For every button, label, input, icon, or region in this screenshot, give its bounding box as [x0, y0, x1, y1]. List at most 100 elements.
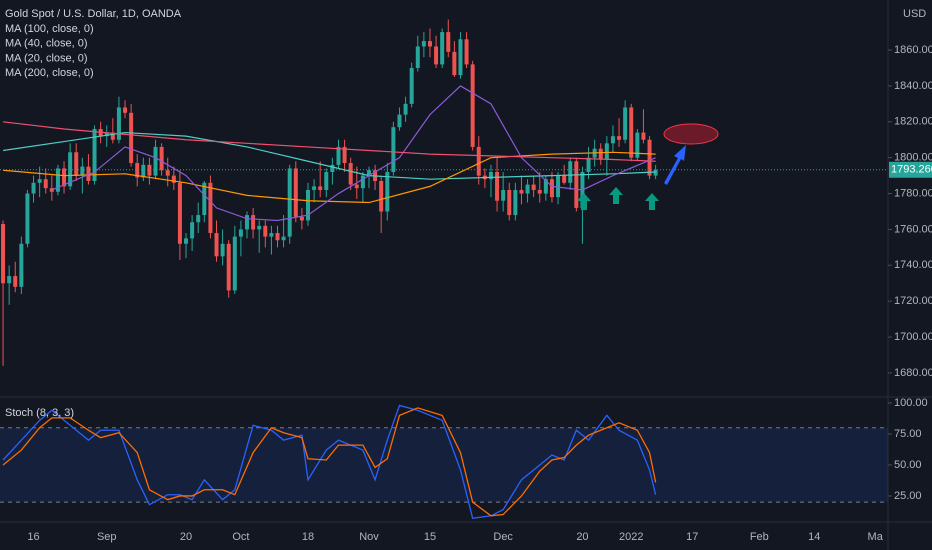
- x-tick-label: 16: [27, 531, 39, 543]
- candle-body: [409, 67, 414, 104]
- candle-body: [19, 243, 24, 287]
- candle-body: [312, 186, 317, 190]
- candle-body: [446, 32, 451, 52]
- candle-body: [610, 136, 615, 144]
- x-tick-label: 20: [180, 531, 192, 543]
- candle-body: [92, 128, 97, 181]
- candle-body: [360, 175, 365, 189]
- candle-body: [275, 233, 280, 241]
- chart-title: Gold Spot / U.S. Dollar, 1D, OANDA: [5, 8, 182, 20]
- y-tick-label: 1700.000: [894, 331, 932, 343]
- candle-body: [549, 179, 554, 198]
- up-arrow: [645, 193, 659, 210]
- up-arrow: [577, 193, 591, 210]
- candle-body: [74, 152, 79, 176]
- candle-body: [336, 146, 341, 165]
- candle-body: [470, 64, 475, 147]
- candle-body: [129, 112, 134, 164]
- candle-body: [427, 41, 432, 47]
- candle-body: [287, 168, 292, 237]
- candle-body: [80, 166, 85, 176]
- x-tick-label: 14: [808, 531, 820, 543]
- y-tick-label: 1780.000: [894, 187, 932, 199]
- y-tick-label: 75.00: [894, 428, 922, 440]
- candle-body: [507, 189, 512, 216]
- x-tick-label: Nov: [359, 531, 379, 543]
- candle-body: [617, 136, 622, 140]
- y-tick-label: 1740.000: [894, 259, 932, 271]
- candle-body: [641, 132, 646, 140]
- y-tick-label: 1840.000: [894, 80, 932, 92]
- candle-body: [366, 170, 371, 176]
- legend-entry: MA (200, close, 0): [5, 67, 94, 79]
- candle-body: [281, 236, 286, 241]
- candle-body: [421, 41, 426, 47]
- candle-body: [153, 146, 158, 176]
- candle-body: [354, 184, 359, 189]
- x-tick-label: 20: [576, 531, 588, 543]
- y-tick-label: 1720.000: [894, 295, 932, 307]
- candle-body: [342, 146, 347, 164]
- oscillator-line: [2, 407, 657, 517]
- candle-body: [141, 164, 146, 178]
- y-tick-label: 50.00: [894, 459, 922, 471]
- x-tick-label: Ma: [868, 531, 884, 543]
- candle-body: [251, 215, 256, 230]
- candle-body: [171, 175, 176, 183]
- candle-body: [598, 148, 603, 160]
- last-price-box: [889, 161, 932, 178]
- y-tick-label: 100.00: [894, 397, 928, 409]
- candle-body: [415, 46, 420, 68]
- candle-body: [159, 146, 164, 171]
- candle-body: [13, 276, 18, 287]
- candle-body: [562, 175, 567, 183]
- candle-body: [37, 179, 42, 183]
- candle-body: [293, 168, 298, 217]
- candle-body: [165, 170, 170, 176]
- x-tick-label: Sep: [97, 531, 117, 543]
- candle-body: [208, 182, 213, 234]
- candle-body: [397, 114, 402, 128]
- candle-body: [25, 193, 30, 244]
- candle-body: [110, 132, 115, 140]
- candle-body: [245, 215, 250, 230]
- candle-body: [519, 189, 524, 194]
- candle-body: [440, 32, 445, 65]
- candle-body: [525, 184, 530, 194]
- y-tick-label: 1820.000: [894, 116, 932, 128]
- candle-body: [330, 164, 335, 173]
- candle-body: [318, 186, 323, 190]
- candle-body: [116, 107, 121, 140]
- candle-body: [184, 238, 189, 244]
- moving-average: [51, 85, 656, 222]
- target-ellipse: [663, 123, 719, 145]
- x-tick-label: Feb: [750, 531, 769, 543]
- candle-body: [348, 163, 353, 185]
- candle-body: [43, 179, 48, 189]
- candle-body: [403, 103, 408, 115]
- candle-body: [123, 107, 128, 113]
- currency: USD: [903, 8, 926, 20]
- legend-entry: MA (40, close, 0): [5, 38, 88, 50]
- band-fill: [0, 427, 888, 503]
- candle-body: [305, 189, 310, 221]
- candle-body: [202, 182, 207, 216]
- plot: MA (100, close, 0) MA (40, close, 0) MA (2…: [0, 19, 888, 520]
- candle-body: [31, 182, 36, 194]
- x-tick-label: 15: [424, 531, 436, 543]
- candle-body: [190, 222, 195, 239]
- y-tick-label: 25.00: [894, 490, 922, 502]
- candle-body: [391, 127, 396, 173]
- candle-body: [238, 229, 243, 237]
- candle-body: [635, 132, 640, 158]
- legend-entry: MA (100, close, 0): [5, 23, 94, 35]
- candle-body: [488, 172, 493, 180]
- candle-body: [434, 46, 439, 65]
- candle-body: [263, 225, 268, 237]
- candle-body: [269, 233, 274, 237]
- candle-body: [299, 216, 304, 221]
- y-tick-label: 1680.000: [894, 367, 932, 379]
- candle-body: [452, 51, 457, 76]
